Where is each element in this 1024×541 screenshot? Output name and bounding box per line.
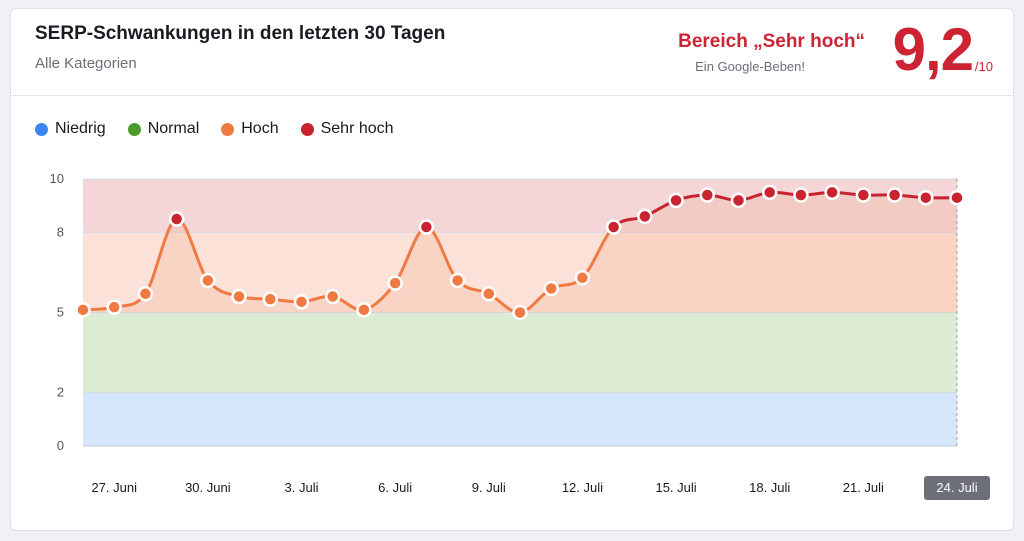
data-point [543, 280, 559, 297]
legend-item-normal[interactable]: Normal [127, 120, 200, 138]
y-tick-label: 2 [57, 385, 64, 400]
band-hoch [83, 232, 957, 313]
data-point [449, 272, 466, 289]
y-tick-label: 8 [57, 224, 64, 239]
data-point [699, 187, 716, 203]
series-area [83, 192, 957, 313]
band-sehr-hoch [83, 179, 957, 233]
data-point [293, 294, 310, 310]
data-point [481, 286, 497, 302]
x-tick-label: 24. Juli [936, 480, 977, 495]
x-tick-label: 15. Juli [655, 480, 696, 495]
legend-item-hoch[interactable]: Hoch [221, 120, 279, 138]
data-point [949, 189, 965, 206]
data-point [886, 187, 903, 203]
data-point [605, 219, 622, 235]
band-niedrig [83, 392, 957, 446]
data-point [262, 291, 279, 307]
card-title: SERP-Schwankungen in den letzten 30 Tage… [35, 23, 446, 44]
data-point [637, 208, 653, 225]
x-tick-label: 3. Juli [285, 480, 319, 495]
legend-item-niedrig[interactable]: Niedrig [35, 120, 106, 138]
score-range-label: Bereich „Sehr hoch“ [678, 31, 865, 52]
legend-label: Normal [147, 120, 200, 137]
y-tick-label: 0 [57, 438, 64, 453]
category-selector[interactable]: Alle Kategorien [35, 55, 137, 72]
score-max: /10 [974, 59, 993, 74]
score-description: Ein Google-Beben! [695, 59, 805, 74]
data-point [761, 184, 778, 201]
data-point [793, 187, 809, 203]
data-point [200, 272, 216, 289]
chart-legend: Niedrig Normal Hoch Sehr hoch [35, 120, 394, 138]
data-point [574, 270, 591, 286]
x-tick-label: 9. Juli [472, 480, 506, 495]
legend-dot-icon [221, 122, 235, 136]
data-point [356, 302, 372, 318]
card-header: SERP-Schwankungen in den letzten 30 Tage… [11, 9, 1013, 96]
data-point [918, 189, 934, 206]
data-point [730, 192, 747, 209]
data-point [324, 288, 341, 305]
legend-item-sehr-hoch[interactable]: Sehr hoch [300, 120, 394, 138]
legend-label: Hoch [241, 120, 279, 137]
x-tick-label: 30. Juni [185, 480, 231, 495]
x-tick-label: 18. Juli [749, 480, 790, 495]
legend-label: Sehr hoch [320, 120, 394, 137]
data-point [231, 288, 247, 305]
x-tick-label: 12. Juli [562, 480, 603, 495]
data-point [75, 302, 91, 318]
legend-dot-icon [127, 122, 141, 136]
legend-dot-icon [35, 122, 48, 136]
data-point [387, 275, 403, 291]
data-point [418, 219, 435, 235]
y-tick-label: 5 [57, 305, 64, 320]
x-tick-label: 21. Juli [843, 480, 884, 495]
data-point [106, 299, 122, 315]
score-value: 9,2 [892, 16, 974, 83]
legend-label: Niedrig [55, 120, 106, 137]
band-normal [83, 312, 957, 393]
data-point [137, 286, 154, 302]
data-point [855, 187, 872, 203]
legend-dot-icon [300, 122, 314, 136]
data-point [668, 192, 684, 209]
data-point [512, 304, 528, 321]
data-point [168, 211, 185, 227]
x-tick-highlight [924, 476, 990, 500]
data-point [824, 184, 840, 201]
y-tick-label: 10 [50, 171, 64, 186]
x-tick-label: 27. Juni [91, 480, 137, 495]
x-tick-label: 6. Juli [378, 480, 412, 495]
